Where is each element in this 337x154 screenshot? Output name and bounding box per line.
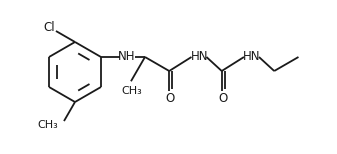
Text: HN: HN	[243, 49, 261, 63]
Text: Cl: Cl	[43, 20, 55, 34]
Text: O: O	[165, 93, 175, 105]
Text: HN: HN	[191, 49, 208, 63]
Text: CH₃: CH₃	[37, 120, 58, 130]
Text: NH: NH	[118, 49, 136, 63]
Text: CH₃: CH₃	[122, 86, 142, 96]
Text: O: O	[218, 93, 227, 105]
